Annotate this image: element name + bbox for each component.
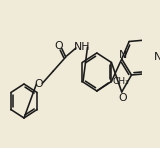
Text: O: O	[118, 93, 127, 103]
Text: N: N	[154, 52, 160, 62]
Text: N: N	[119, 50, 128, 60]
Text: CH₃: CH₃	[113, 77, 130, 86]
Text: NH: NH	[73, 42, 90, 52]
Text: O: O	[54, 41, 63, 51]
Text: O: O	[35, 79, 43, 89]
